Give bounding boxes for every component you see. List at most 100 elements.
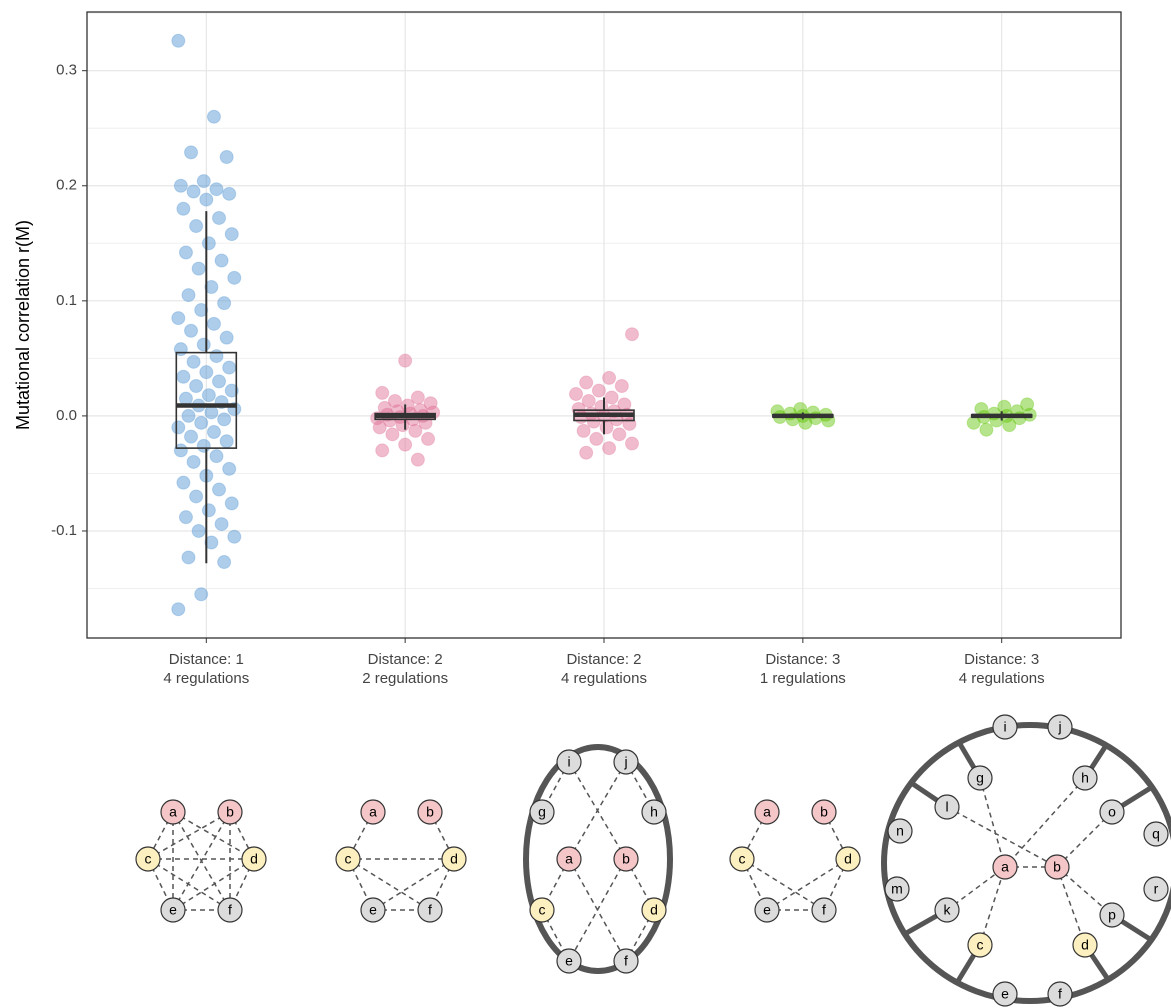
edge [372, 858, 455, 911]
node [934, 897, 960, 923]
data-point [387, 393, 402, 408]
ring [881, 722, 1171, 1004]
x-tick-label: Distance: 2 [368, 651, 443, 668]
data-point [178, 510, 193, 525]
node [529, 799, 555, 825]
node-label: c [977, 937, 984, 953]
node [1099, 902, 1125, 928]
data-point [204, 405, 219, 420]
node [613, 948, 639, 974]
node-label: c [739, 851, 746, 867]
node-label: f [624, 953, 628, 969]
data-point [214, 253, 229, 268]
data-point [625, 436, 639, 451]
data-point [222, 186, 237, 201]
node [1072, 932, 1098, 958]
data-point [176, 201, 191, 216]
data-point [581, 393, 596, 408]
data-point [184, 145, 199, 160]
edge [172, 858, 255, 911]
node [160, 799, 186, 825]
node [1072, 765, 1098, 791]
node [241, 846, 267, 872]
x-tick-label: Distance: 3 [765, 651, 840, 668]
data-point [217, 296, 232, 311]
edge [979, 777, 1006, 868]
node-label: l [945, 799, 948, 815]
node-label: a [169, 804, 177, 820]
node-label: c [539, 902, 546, 918]
edge [568, 858, 627, 962]
data-point [224, 496, 239, 511]
data-point [171, 33, 186, 48]
y-tick-label: 0.2 [56, 177, 77, 194]
data-point [178, 391, 193, 406]
node-label: c [145, 851, 152, 867]
node-label: r [1154, 881, 1159, 897]
x-tick-label: Distance: 1 [169, 651, 244, 668]
data-point [1020, 397, 1035, 412]
node-label: p [1108, 907, 1116, 923]
data-point [181, 288, 196, 303]
node [967, 932, 993, 958]
node [992, 714, 1018, 740]
node-label: d [250, 851, 258, 867]
plot-border [86, 11, 1122, 639]
data-point [178, 245, 193, 260]
data-point [219, 330, 234, 345]
data-point [189, 219, 204, 234]
node-label: k [944, 902, 952, 918]
data-point [602, 441, 617, 456]
y-tick-label: 0.1 [56, 292, 77, 309]
data-point [199, 192, 214, 207]
data-point [189, 378, 204, 393]
ring [523, 744, 673, 974]
edge [979, 866, 1006, 946]
node [835, 846, 861, 872]
data-point [191, 261, 206, 276]
node-label: d [650, 902, 658, 918]
data-point [586, 414, 601, 429]
node [529, 897, 555, 923]
box [175, 351, 238, 449]
edge [147, 858, 231, 911]
data-point [423, 396, 438, 411]
data-point [599, 420, 614, 435]
node [613, 846, 639, 872]
data-point [410, 390, 425, 405]
data-point [219, 149, 234, 164]
x-tick-label: 2 regulations [362, 670, 448, 687]
node [556, 749, 582, 775]
node-label: e [763, 902, 771, 918]
node [729, 846, 755, 872]
node [992, 981, 1018, 1007]
node-label: m [891, 881, 903, 897]
data-point [569, 387, 583, 402]
data-point [171, 311, 186, 326]
data-point [206, 109, 221, 124]
node-label: n [896, 823, 904, 839]
edge [172, 811, 255, 860]
x-tick-label: 4 regulations [959, 670, 1045, 687]
data-point [589, 431, 604, 446]
node-label: o [1108, 804, 1116, 820]
data-point [219, 434, 234, 449]
edge [347, 858, 431, 911]
y-tick-label: -0.1 [51, 522, 77, 539]
node-label: g [976, 770, 984, 786]
data-point [209, 349, 224, 364]
node [754, 799, 780, 825]
data-point [385, 427, 400, 442]
node-label: i [1003, 719, 1006, 735]
edge [1056, 866, 1086, 946]
node-label: a [1001, 859, 1009, 875]
data-point [176, 475, 191, 490]
edge [147, 811, 231, 860]
node [992, 854, 1018, 880]
x-tick-label: 1 regulations [760, 670, 846, 687]
node [335, 846, 361, 872]
data-point [222, 461, 237, 476]
node-label: f [1058, 986, 1062, 1002]
data-point [979, 422, 994, 437]
data-point [227, 529, 242, 544]
